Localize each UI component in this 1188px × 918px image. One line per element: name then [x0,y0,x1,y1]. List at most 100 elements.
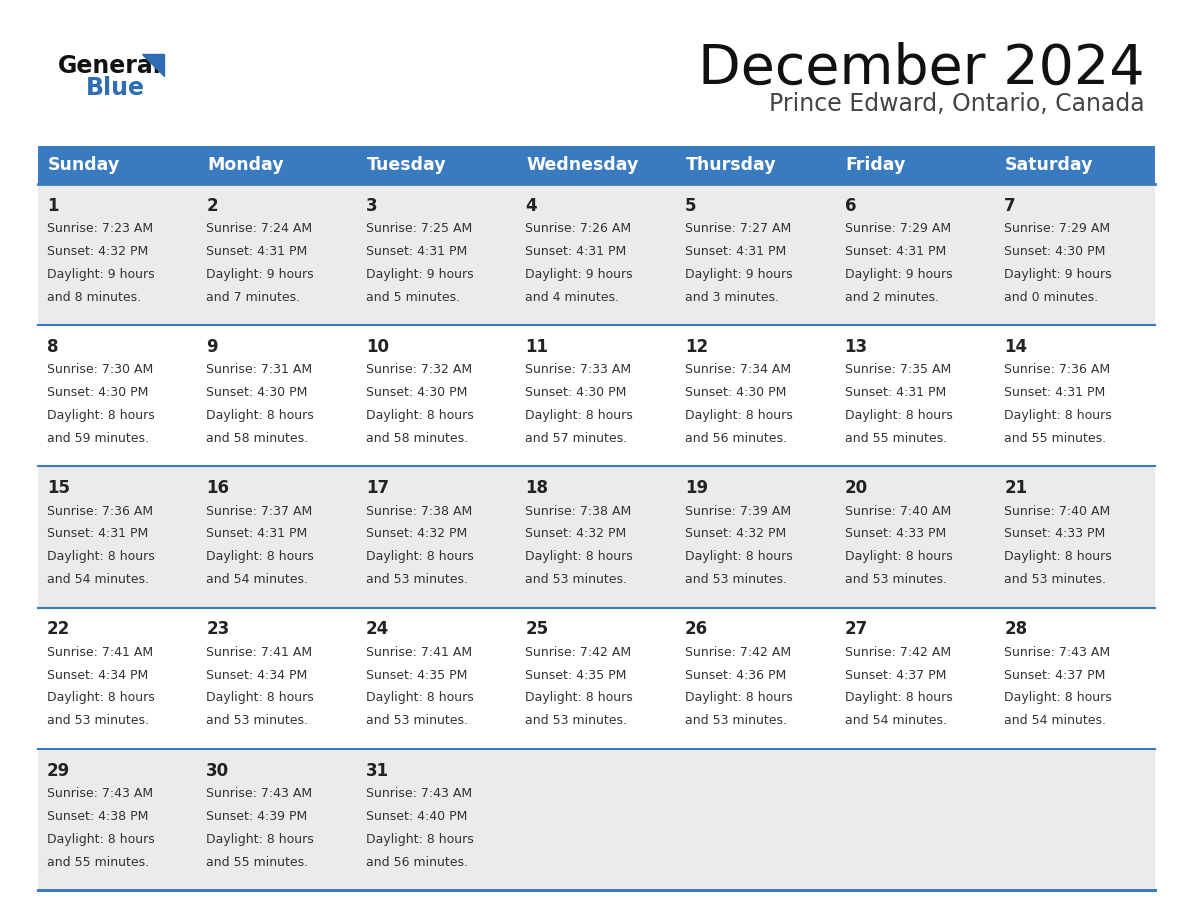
Text: 2: 2 [207,196,217,215]
Text: and 2 minutes.: and 2 minutes. [845,291,939,304]
Text: Daylight: 8 hours: Daylight: 8 hours [366,833,474,845]
Text: Sunset: 4:32 PM: Sunset: 4:32 PM [366,528,467,541]
Text: 18: 18 [525,479,549,498]
Text: Daylight: 8 hours: Daylight: 8 hours [366,691,474,704]
Text: Daylight: 8 hours: Daylight: 8 hours [207,550,314,564]
Text: Sunset: 4:36 PM: Sunset: 4:36 PM [685,668,786,681]
Text: 4: 4 [525,196,537,215]
Text: 11: 11 [525,338,549,356]
Text: Sunset: 4:32 PM: Sunset: 4:32 PM [46,245,148,258]
Text: 12: 12 [685,338,708,356]
Text: and 57 minutes.: and 57 minutes. [525,432,627,445]
Text: Sunset: 4:37 PM: Sunset: 4:37 PM [1004,668,1106,681]
Text: Daylight: 9 hours: Daylight: 9 hours [46,268,154,281]
Text: 10: 10 [366,338,388,356]
Text: and 53 minutes.: and 53 minutes. [366,573,468,587]
Text: Sunrise: 7:43 AM: Sunrise: 7:43 AM [1004,645,1111,659]
Text: Sunset: 4:32 PM: Sunset: 4:32 PM [525,528,627,541]
Text: and 0 minutes.: and 0 minutes. [1004,291,1099,304]
Text: Daylight: 8 hours: Daylight: 8 hours [845,550,953,564]
Text: Sunset: 4:34 PM: Sunset: 4:34 PM [207,668,308,681]
Text: and 53 minutes.: and 53 minutes. [46,714,148,727]
Text: Daylight: 9 hours: Daylight: 9 hours [685,268,792,281]
Text: Sunrise: 7:26 AM: Sunrise: 7:26 AM [525,222,632,235]
Bar [38,608,1155,749]
Text: 23: 23 [207,621,229,638]
Text: 3: 3 [366,196,378,215]
Text: and 53 minutes.: and 53 minutes. [685,714,788,727]
Text: 9: 9 [207,338,217,356]
Text: Sunset: 4:35 PM: Sunset: 4:35 PM [366,668,467,681]
Text: Sunrise: 7:38 AM: Sunrise: 7:38 AM [525,505,632,518]
Text: 13: 13 [845,338,867,356]
Text: Daylight: 8 hours: Daylight: 8 hours [1004,691,1112,704]
Text: and 53 minutes.: and 53 minutes. [207,714,309,727]
Text: Sunrise: 7:33 AM: Sunrise: 7:33 AM [525,364,632,376]
Text: Daylight: 8 hours: Daylight: 8 hours [525,550,633,564]
Text: 15: 15 [46,479,70,498]
Text: 21: 21 [1004,479,1028,498]
Text: Sunset: 4:34 PM: Sunset: 4:34 PM [46,668,148,681]
Text: 8: 8 [46,338,58,356]
Text: Sunrise: 7:23 AM: Sunrise: 7:23 AM [46,222,153,235]
Text: Sunset: 4:35 PM: Sunset: 4:35 PM [525,668,627,681]
Text: Sunset: 4:30 PM: Sunset: 4:30 PM [685,386,786,399]
Bar [38,146,1155,184]
Text: 24: 24 [366,621,390,638]
Text: Daylight: 8 hours: Daylight: 8 hours [685,691,792,704]
Text: 22: 22 [46,621,70,638]
Text: Daylight: 8 hours: Daylight: 8 hours [525,691,633,704]
Text: and 56 minutes.: and 56 minutes. [366,856,468,868]
Text: and 54 minutes.: and 54 minutes. [207,573,309,587]
Text: Sunrise: 7:37 AM: Sunrise: 7:37 AM [207,505,312,518]
Text: Sunset: 4:30 PM: Sunset: 4:30 PM [46,386,148,399]
Text: and 4 minutes.: and 4 minutes. [525,291,619,304]
Text: Blue: Blue [86,76,145,100]
Bar [38,325,1155,466]
Text: Daylight: 8 hours: Daylight: 8 hours [845,691,953,704]
Text: Monday: Monday [207,156,284,174]
Text: and 55 minutes.: and 55 minutes. [845,432,947,445]
Text: Daylight: 8 hours: Daylight: 8 hours [46,833,154,845]
Text: 28: 28 [1004,621,1028,638]
Text: Daylight: 8 hours: Daylight: 8 hours [46,691,154,704]
Text: 31: 31 [366,762,388,779]
Text: Saturday: Saturday [1005,156,1093,174]
Text: Sunset: 4:31 PM: Sunset: 4:31 PM [685,245,786,258]
Text: and 56 minutes.: and 56 minutes. [685,432,788,445]
Text: Tuesday: Tuesday [367,156,447,174]
Text: Sunset: 4:31 PM: Sunset: 4:31 PM [366,245,467,258]
Text: and 53 minutes.: and 53 minutes. [525,573,627,587]
Text: Sunset: 4:31 PM: Sunset: 4:31 PM [525,245,627,258]
Text: and 53 minutes.: and 53 minutes. [845,573,947,587]
Text: Daylight: 9 hours: Daylight: 9 hours [1004,268,1112,281]
Text: and 58 minutes.: and 58 minutes. [207,432,309,445]
Text: 25: 25 [525,621,549,638]
Text: and 5 minutes.: and 5 minutes. [366,291,460,304]
Text: Daylight: 8 hours: Daylight: 8 hours [525,409,633,422]
Text: Sunrise: 7:24 AM: Sunrise: 7:24 AM [207,222,312,235]
Text: Sunrise: 7:41 AM: Sunrise: 7:41 AM [366,645,472,659]
Text: and 55 minutes.: and 55 minutes. [207,856,309,868]
Text: and 8 minutes.: and 8 minutes. [46,291,141,304]
Text: 14: 14 [1004,338,1028,356]
Text: Sunset: 4:31 PM: Sunset: 4:31 PM [1004,386,1106,399]
Text: Daylight: 9 hours: Daylight: 9 hours [845,268,953,281]
Text: and 7 minutes.: and 7 minutes. [207,291,301,304]
Text: and 54 minutes.: and 54 minutes. [1004,714,1106,727]
Text: 19: 19 [685,479,708,498]
Text: Sunrise: 7:29 AM: Sunrise: 7:29 AM [845,222,950,235]
Text: and 53 minutes.: and 53 minutes. [1004,573,1106,587]
Text: Sunset: 4:33 PM: Sunset: 4:33 PM [845,528,946,541]
Text: Prince Edward, Ontario, Canada: Prince Edward, Ontario, Canada [770,92,1145,116]
Text: and 55 minutes.: and 55 minutes. [46,856,148,868]
Text: Sunrise: 7:30 AM: Sunrise: 7:30 AM [46,364,153,376]
Text: Sunrise: 7:40 AM: Sunrise: 7:40 AM [845,505,950,518]
Text: Sunset: 4:30 PM: Sunset: 4:30 PM [525,386,627,399]
Text: Daylight: 9 hours: Daylight: 9 hours [366,268,474,281]
Text: and 3 minutes.: and 3 minutes. [685,291,779,304]
Text: Sunrise: 7:36 AM: Sunrise: 7:36 AM [46,505,153,518]
Text: and 54 minutes.: and 54 minutes. [46,573,148,587]
Text: 1: 1 [46,196,58,215]
Text: and 59 minutes.: and 59 minutes. [46,432,148,445]
